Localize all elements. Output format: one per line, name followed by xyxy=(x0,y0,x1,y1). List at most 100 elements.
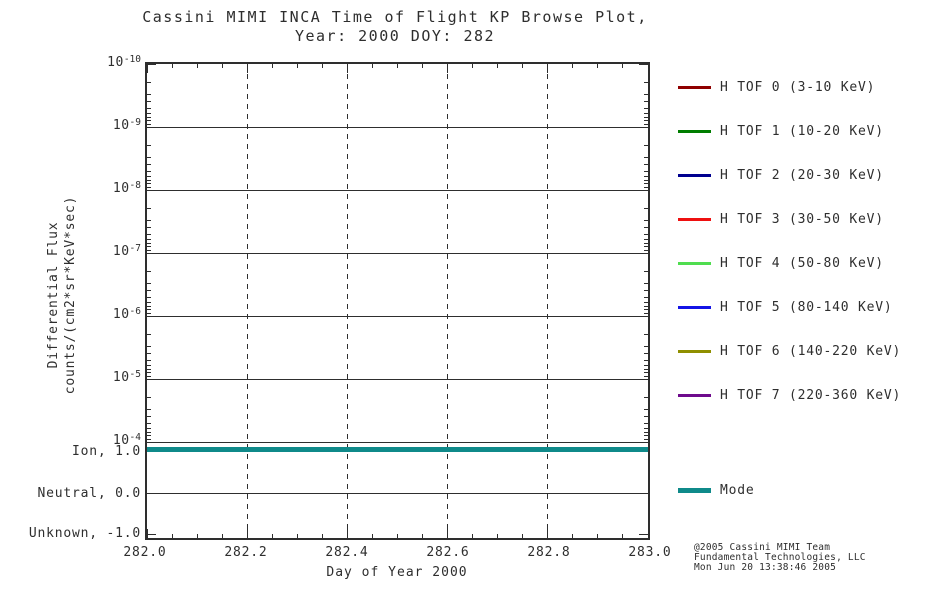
x-major-tick xyxy=(547,64,549,73)
legend-item: H TOF 3 (30-50 KeV) xyxy=(678,210,884,228)
mode-data-line xyxy=(147,447,648,452)
y-minor-tick xyxy=(147,372,151,374)
y-minor-tick xyxy=(147,186,151,188)
legend-item-label: H TOF 4 (50-80 KeV) xyxy=(720,255,884,271)
y-minor-tick xyxy=(644,375,648,377)
gridline-vertical-dashed xyxy=(346,64,348,538)
legend-item-label: Mode xyxy=(720,482,755,498)
y-minor-tick xyxy=(644,416,648,418)
legend-line-swatch xyxy=(678,85,711,89)
gridline-vertical-dashed xyxy=(447,64,449,538)
y-minor-tick xyxy=(644,353,648,355)
legend-item-label: H TOF 2 (20-30 KeV) xyxy=(720,167,884,183)
legend-item: H TOF 0 (3-10 KeV) xyxy=(678,78,875,96)
y-major-tick xyxy=(639,252,648,254)
x-major-tick xyxy=(346,529,348,538)
legend-line-swatch xyxy=(678,217,711,221)
x-minor-tick xyxy=(221,534,223,538)
y-minor-tick xyxy=(147,164,151,166)
y-minor-tick xyxy=(644,242,648,244)
y-minor-tick xyxy=(644,116,648,118)
x-major-tick xyxy=(547,529,549,538)
legend-line-swatch xyxy=(678,173,711,177)
gridline-horizontal xyxy=(147,252,648,254)
y-minor-tick xyxy=(147,183,151,185)
legend-item: H TOF 5 (80-140 KeV) xyxy=(678,298,893,316)
plot-title-line1: Cassini MIMI INCA Time of Flight KP Brow… xyxy=(142,8,648,26)
y-minor-tick xyxy=(147,82,151,84)
x-minor-tick xyxy=(397,534,398,538)
credit-line2: Fundamental Technologies, LLC xyxy=(694,552,866,563)
y-minor-tick xyxy=(644,334,648,336)
y-minor-tick xyxy=(644,305,648,307)
x-minor-tick xyxy=(572,534,574,538)
y-minor-tick xyxy=(147,249,151,251)
y-minor-tick xyxy=(644,120,648,122)
legend-item: H TOF 6 (140-220 KeV) xyxy=(678,342,901,360)
x-minor-tick xyxy=(196,534,198,538)
y-major-tick xyxy=(147,126,156,128)
y-minor-tick xyxy=(147,219,151,221)
x-tick-label: 282.6 xyxy=(426,545,470,560)
y-minor-tick xyxy=(147,282,151,284)
gridline-horizontal xyxy=(147,189,648,191)
legend-line-swatch xyxy=(678,261,711,265)
plot-title-line2: Year: 2000 DOY: 282 xyxy=(294,27,496,45)
x-tick-label: 282.2 xyxy=(224,545,268,560)
y-tick-label: 10-10 xyxy=(107,54,141,70)
y-minor-tick xyxy=(147,101,151,103)
y-tick-label: 10-8 xyxy=(112,180,141,196)
y-minor-tick xyxy=(147,107,151,109)
y-minor-tick xyxy=(147,353,151,355)
y-minor-tick xyxy=(147,397,151,399)
legend-item-label: H TOF 3 (30-50 KeV) xyxy=(720,211,884,227)
y-minor-tick xyxy=(147,179,151,181)
y-major-tick xyxy=(639,63,648,65)
y-major-tick xyxy=(147,533,156,535)
y-major-tick xyxy=(639,189,648,191)
y-minor-tick xyxy=(644,422,648,424)
y-minor-tick xyxy=(147,170,151,172)
x-major-tick xyxy=(246,529,248,538)
x-minor-tick xyxy=(321,64,323,68)
x-minor-tick xyxy=(171,64,173,68)
legend-item: H TOF 1 (10-20 KeV) xyxy=(678,122,884,140)
legend-item-label: H TOF 0 (3-10 KeV) xyxy=(720,79,876,95)
credit-line3: Mon Jun 20 13:38:46 2005 xyxy=(694,562,837,573)
y-major-tick xyxy=(147,63,156,65)
y-minor-tick xyxy=(644,227,648,229)
y-minor-tick xyxy=(644,345,648,347)
x-tick-label: 282.0 xyxy=(123,545,167,560)
gridline-horizontal xyxy=(147,378,648,380)
legend-item: H TOF 7 (220-360 KeV) xyxy=(678,386,901,404)
y-minor-tick xyxy=(147,416,151,418)
y-major-tick xyxy=(147,378,156,380)
y-minor-tick xyxy=(644,82,648,84)
y-tick-label: 10-4 xyxy=(112,432,141,448)
x-minor-tick xyxy=(321,534,323,538)
y-minor-tick xyxy=(644,145,648,147)
y-minor-tick xyxy=(147,246,151,248)
x-minor-tick xyxy=(597,64,599,68)
x-minor-tick xyxy=(371,64,373,68)
x-minor-tick xyxy=(296,534,298,538)
y-minor-tick xyxy=(644,164,648,166)
y-minor-tick xyxy=(644,290,648,292)
legend-line-swatch xyxy=(678,305,711,309)
x-minor-tick xyxy=(472,534,474,538)
y-minor-tick xyxy=(147,233,151,235)
y-minor-tick xyxy=(147,334,151,336)
mode-tick-label-unknown: Unknown, -1.0 xyxy=(28,526,141,541)
y-minor-tick xyxy=(644,219,648,221)
x-tick-label: 282.8 xyxy=(527,545,571,560)
legend-item-mode: Mode xyxy=(678,481,755,499)
y-minor-tick xyxy=(644,397,648,399)
y-minor-tick xyxy=(147,156,151,158)
x-major-tick xyxy=(246,64,248,73)
y-minor-tick xyxy=(644,238,648,240)
y-minor-tick xyxy=(147,116,151,118)
legend-item: H TOF 2 (20-30 KeV) xyxy=(678,166,884,184)
gridline-horizontal xyxy=(147,126,648,128)
legend-line-swatch xyxy=(678,393,711,397)
x-minor-tick xyxy=(196,64,198,68)
